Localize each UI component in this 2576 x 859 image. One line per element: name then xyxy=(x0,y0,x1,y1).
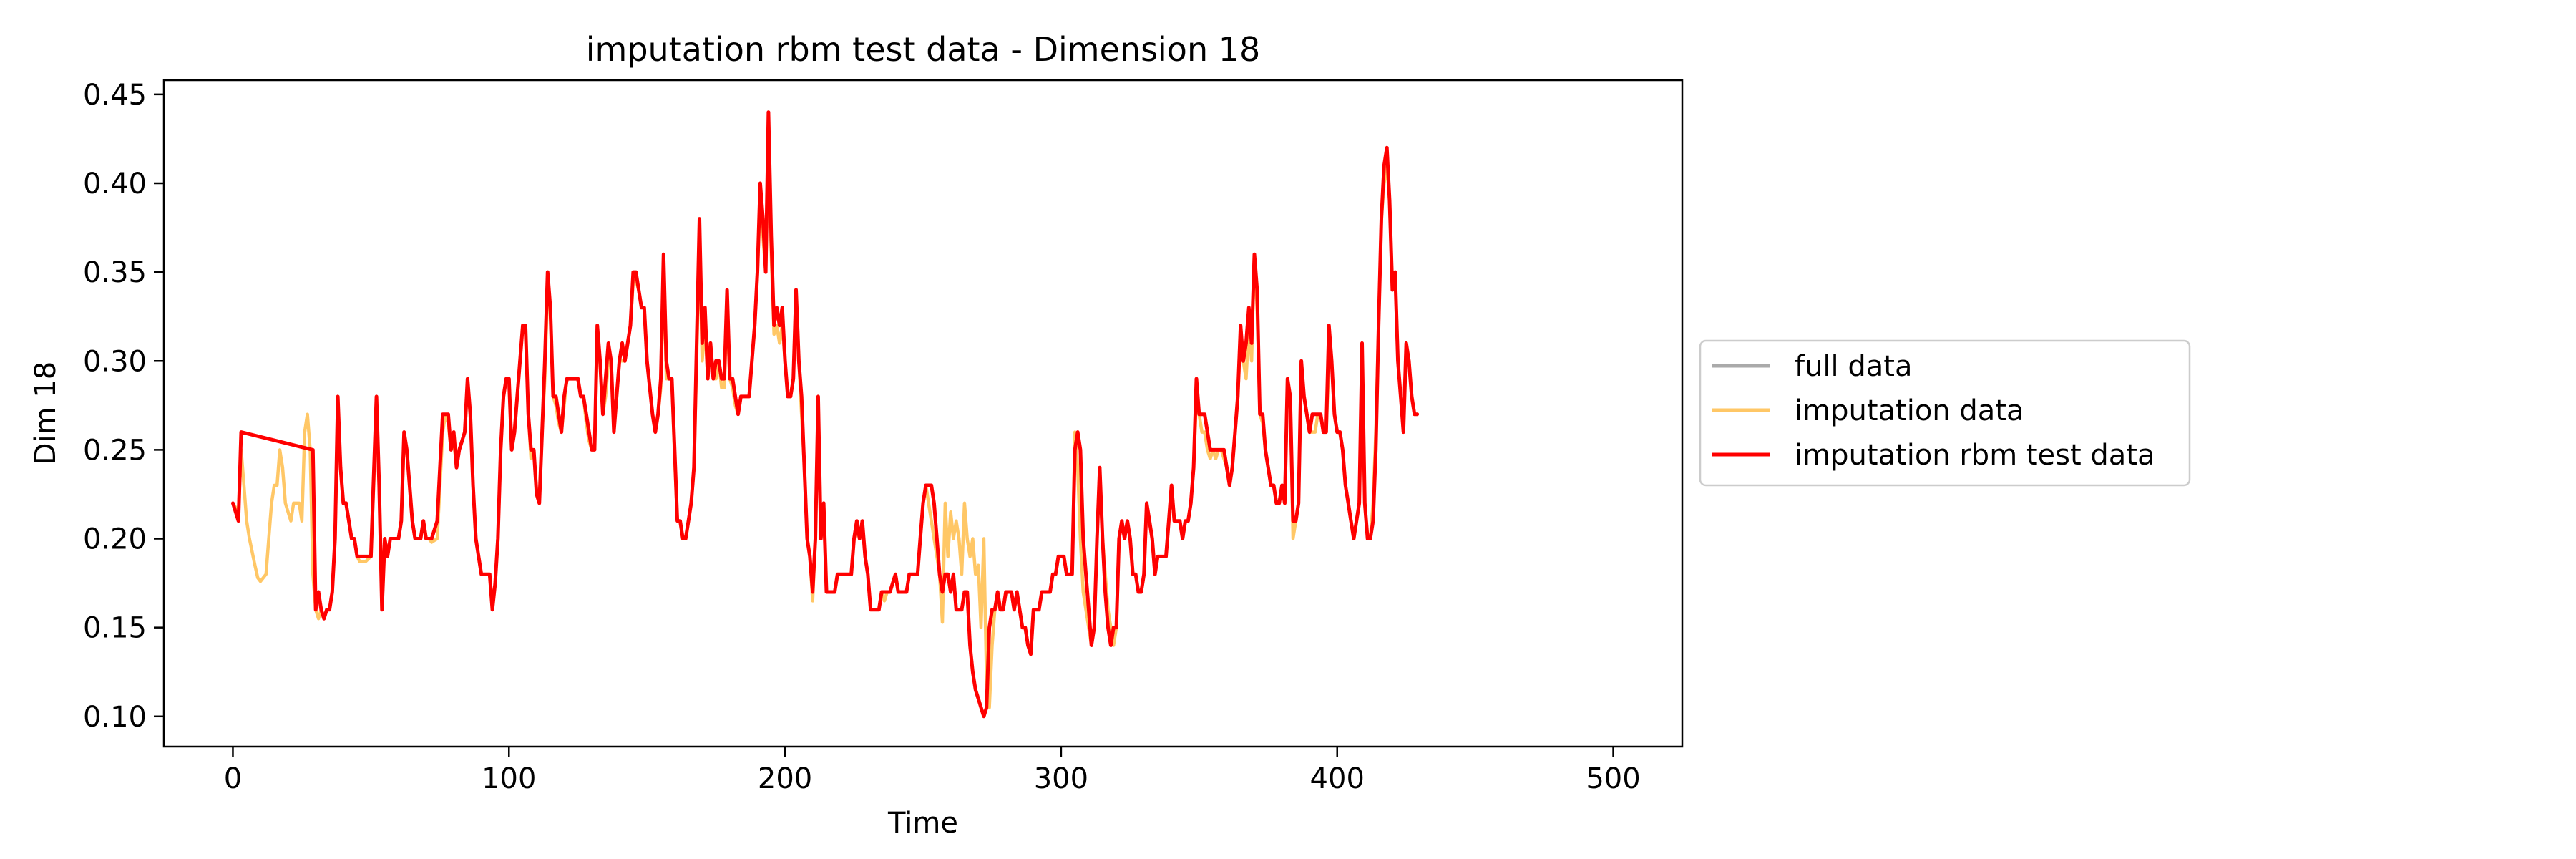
x-axis: 0 100 200 300 400 500 xyxy=(224,747,1641,795)
chart-title: imputation rbm test data - Dimension 18 xyxy=(586,30,1261,69)
y-tick-label: 0.30 xyxy=(83,345,147,378)
y-tick-label: 0.45 xyxy=(83,79,147,112)
x-tick-label: 100 xyxy=(482,762,536,795)
series-line-imputation-rbm-test-data xyxy=(231,110,1420,719)
y-axis-label: Dim 18 xyxy=(29,361,62,465)
legend-label: full data xyxy=(1795,350,1912,383)
y-tick-label: 0.20 xyxy=(83,523,147,556)
x-axis-label: Time xyxy=(887,807,958,840)
x-tick-label: 400 xyxy=(1310,762,1365,795)
plot-area-frame xyxy=(162,79,1684,748)
series-layer xyxy=(231,110,1420,719)
x-tick-label: 200 xyxy=(758,762,812,795)
x-tick-label: 0 xyxy=(224,762,242,795)
y-tick-label: 0.15 xyxy=(83,612,147,645)
legend: full data imputation data imputation rbm t… xyxy=(1699,339,2191,487)
legend-label: imputation data xyxy=(1795,394,2024,427)
y-axis: 0.10 0.15 0.20 0.25 0.30 0.35 0.40 0.45 xyxy=(83,79,164,734)
y-tick-label: 0.40 xyxy=(83,168,147,200)
y-tick-label: 0.35 xyxy=(83,256,147,289)
x-tick-label: 500 xyxy=(1586,762,1640,795)
legend-frame xyxy=(1699,339,2191,487)
y-tick-label: 0.10 xyxy=(83,701,147,734)
y-tick-label: 0.25 xyxy=(83,434,147,467)
legend-label: imputation rbm test data xyxy=(1795,439,2155,472)
x-tick-label: 300 xyxy=(1034,762,1088,795)
